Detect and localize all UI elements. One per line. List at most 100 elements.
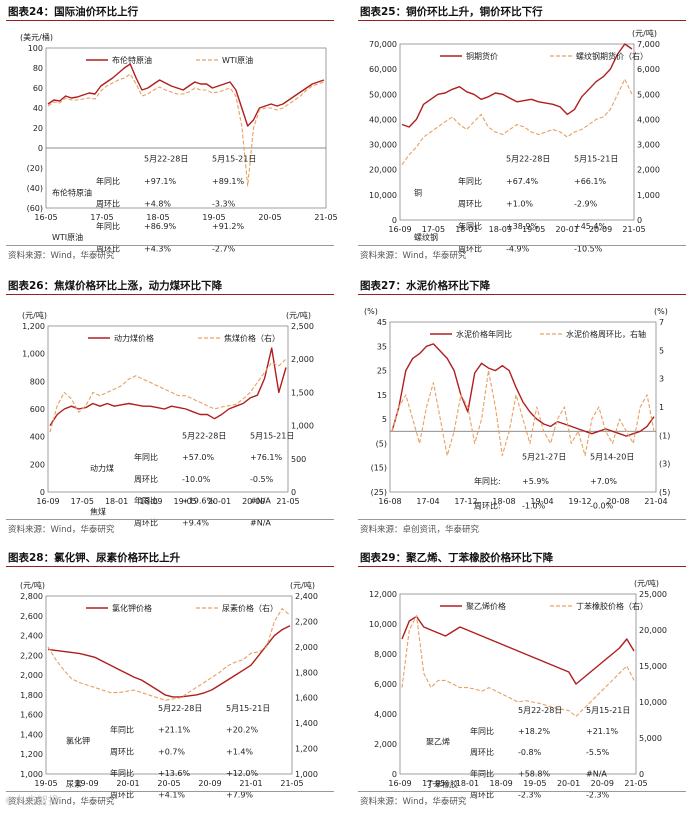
source-rule	[6, 791, 334, 792]
legend-label: 水泥价格年同比	[456, 329, 512, 339]
legend-label: WTI原油	[222, 55, 253, 65]
period-label: 5月15-21日	[226, 704, 270, 713]
y-left-tick-label: 0	[38, 144, 43, 153]
x-tick-label: 20-09	[242, 497, 265, 506]
x-tick-label: 18-01	[456, 779, 479, 788]
x-tick-label: 18-05	[146, 213, 169, 222]
legend-label: 氯化钾价格	[112, 603, 152, 613]
table-metric: 年同比	[134, 452, 158, 462]
table-metric: 周环比	[96, 198, 120, 208]
source-note: 资料来源：Wind，华泰研究	[360, 251, 467, 261]
table-metric: 年同比	[110, 725, 134, 735]
y-left-tick-label: 1,400	[20, 730, 43, 739]
table-value-b: +20.2%	[226, 726, 259, 735]
table-value-a: +1.0%	[506, 199, 533, 208]
table-metric: 周环比	[110, 790, 134, 800]
y-left-tick-label: 80	[33, 64, 43, 73]
y-left-tick-label: 200	[30, 460, 45, 469]
table-value-b: +1.4%	[226, 747, 253, 756]
table-value-a: +86.9%	[144, 222, 177, 231]
y-right-tick-label: (5)	[659, 488, 670, 497]
y-right-unit: (元/吨)	[286, 310, 311, 320]
x-tick-label: 17-05	[422, 779, 445, 788]
x-tick-label: 18-01	[455, 225, 478, 234]
table-value-a: +4.8%	[144, 199, 171, 208]
chart-fertilizer: 2,800 2,600 2,400 2,200 2,000 1,800 1,600 1,400…	[20, 580, 318, 800]
legend-label: 焦煤价格（右）	[224, 333, 280, 343]
table-value-b: +7.9%	[226, 791, 253, 800]
y-left-tick-label: 2,600	[20, 612, 43, 621]
table-value-b: +12.0%	[226, 769, 259, 778]
y-left-tick-label: (25)	[371, 488, 387, 497]
panel-oil: 图表24：国际油价环比上行 100 80 60 40 20 0 (20) (40) (60) (美…	[2, 2, 338, 270]
x-tick-label: 16-09	[388, 225, 411, 234]
table-metric: 周环比	[458, 243, 482, 253]
table-row-label: 尿素	[66, 779, 82, 789]
table-row-label: 焦煤	[90, 507, 106, 517]
table-value-b: -2.7%	[212, 244, 236, 253]
table-metric: 年同比	[96, 221, 120, 231]
table-metric: 年同比	[96, 176, 120, 186]
x-tick-label: 17-04	[416, 497, 439, 506]
x-tick-label: 19-12	[568, 497, 591, 506]
x-tick-label: 19-05	[174, 497, 197, 506]
y-right-tick-label: 2,000	[295, 643, 318, 652]
table-value-b: #N/A	[586, 769, 607, 778]
y-right-tick-label: 1,000	[291, 422, 314, 431]
y-left-tick-label: 45	[377, 318, 387, 327]
table-value-a: -0.8%	[518, 748, 542, 757]
y-left-tick-label: 0	[392, 770, 397, 779]
period-label: 5月22-28日	[158, 704, 202, 713]
chart-cement: 45 35 25 15 5 (5) (15) (25) 7 5 3 1 (1) (3) (5) (%) (%) 1…	[364, 307, 670, 511]
legend-label: 螺纹钢期货价（右）	[576, 51, 648, 61]
period-label: 5月14-20日	[590, 452, 634, 461]
y-left-tick-label: 12,000	[369, 590, 397, 599]
table-row-label: WTI原油	[52, 232, 83, 242]
y-left-tick-label: 15	[377, 391, 387, 400]
title-rule	[6, 294, 334, 295]
table-value-b: -5.5%	[586, 748, 610, 757]
source-rule	[358, 519, 686, 520]
panel-rubber: 图表29：聚乙烯、丁苯橡胶价格环比下降 12,000 10,000 8,000 6,0…	[354, 548, 690, 816]
x-tick-label: 20-05	[157, 779, 180, 788]
table-row-label: 螺纹钢	[414, 232, 438, 242]
table-value-a: +18.2%	[518, 727, 551, 736]
table-value-a: +58.8%	[518, 769, 551, 778]
plot-frame	[47, 325, 289, 493]
x-tick-label: 17-12	[454, 497, 477, 506]
chart-rubber: 12,000 10,000 8,000 6,000 4,000 2,000 0 25,000 2…	[369, 578, 667, 800]
y-right-unit: (元/吨)	[634, 578, 659, 588]
x-tick-label: 16-09	[36, 497, 59, 506]
x-tick-label: 19-09	[75, 779, 98, 788]
chart-coal: 1,200 1,000 800 600 400 200 0 2,500 2,000 1,500 1,…	[22, 310, 314, 527]
y-right-tick-label: 20,000	[639, 626, 667, 635]
legend-label: 动力煤价格	[114, 333, 154, 343]
period-label: 5月22-28日	[506, 155, 550, 164]
table-metric: 年同比	[134, 496, 158, 506]
y-right-tick-label: 2,000	[291, 355, 314, 364]
y-right-unit: (元/吨)	[632, 28, 657, 38]
x-tick-label: 20-05	[258, 213, 281, 222]
y-left-unit: (%)	[364, 307, 378, 316]
table-value-b: -2.9%	[574, 199, 598, 208]
table-value-a: +97.1%	[144, 177, 177, 186]
x-tick-label: 16-09	[388, 779, 411, 788]
x-tick-label: 21-04	[644, 497, 667, 506]
table-value-b: +89.1%	[212, 177, 245, 186]
legend-label: 布伦特原油	[112, 55, 152, 65]
y-right-tick-label: 2,200	[295, 617, 318, 626]
x-tick-label: 18-01	[105, 497, 128, 506]
title-rule	[358, 566, 686, 567]
table-value-a: -10.0%	[182, 475, 211, 484]
period-label: 5月22-28日	[144, 155, 188, 164]
y-left-tick-label: 1,800	[20, 691, 43, 700]
y-left-tick-label: (40)	[27, 184, 43, 193]
table-metric: 周环比	[110, 746, 134, 756]
table-row-label: 氯化钾	[66, 736, 90, 746]
table-value-b: -2.3%	[586, 791, 610, 800]
y-right-tick-label: 7,000	[637, 40, 660, 49]
y-right-tick-label: 25,000	[639, 590, 667, 599]
plot-frame	[399, 43, 635, 221]
table-value-a: +5.9%	[522, 477, 549, 486]
table-metric: 周环比	[134, 517, 158, 527]
